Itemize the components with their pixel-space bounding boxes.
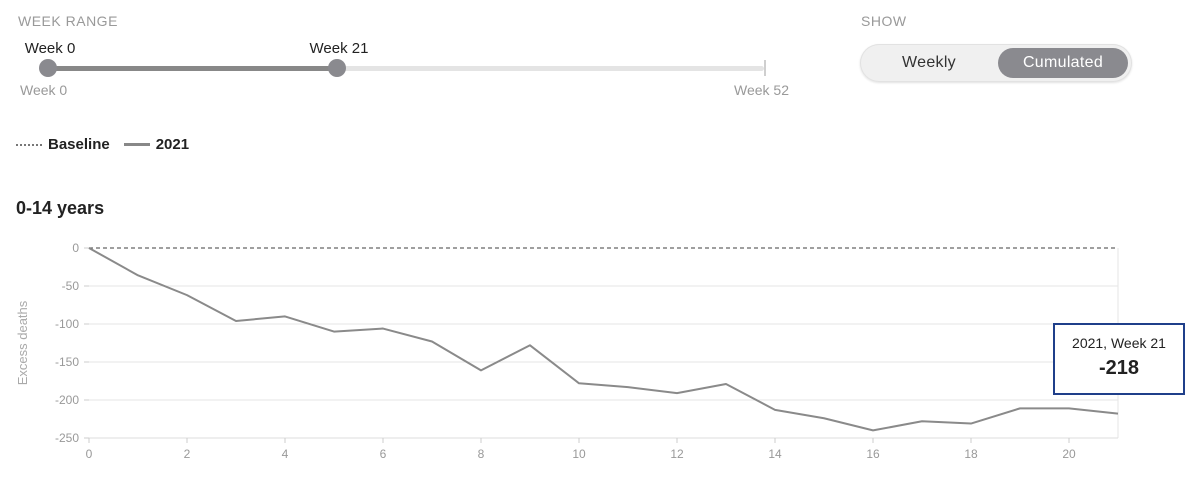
- y-tick-label: -150: [55, 355, 79, 369]
- excess-deaths-chart: 0 -50 -100 -150 -200 -250 0 2 4 6 8 10 12 14 16 18 20 Exc…: [15, 241, 1119, 461]
- x-tick-label: 20: [1062, 447, 1076, 461]
- weekly-toggle-button[interactable]: Weekly: [902, 54, 956, 71]
- y-tick-label: -50: [62, 279, 80, 293]
- legend-series-label: 2021: [155, 136, 190, 153]
- x-tick-label: 10: [572, 447, 586, 461]
- x-tick-label: 16: [866, 447, 880, 461]
- tooltip-label: 2021, Week 21: [1072, 335, 1166, 351]
- chart-title: 0-14 years: [16, 198, 105, 218]
- x-tick-label: 14: [768, 447, 782, 461]
- week-range-slider[interactable]: Week 0 Week 21 Week 0 Week 52: [18, 40, 789, 100]
- y-tick-label: 0: [72, 241, 79, 255]
- show-label: SHOW: [861, 13, 907, 29]
- slider-selected-range: [48, 66, 338, 71]
- series-line-2021: [88, 247, 1119, 432]
- slider-end-tick: [764, 60, 766, 76]
- legend-baseline-label: Baseline: [48, 136, 110, 153]
- tooltip-value: -218: [1098, 357, 1140, 379]
- x-tick-label: 0: [86, 447, 93, 461]
- series-swatch: [123, 143, 150, 146]
- baseline-swatch: [16, 143, 42, 146]
- x-tick-label: 4: [282, 447, 289, 461]
- legend-item-2021: 2021: [123, 136, 190, 153]
- x-tick-label: 18: [964, 447, 978, 461]
- slider-end-handle[interactable]: [328, 59, 347, 77]
- start-thumb-label: Week 0: [24, 40, 76, 57]
- slider-min-label: Week 0: [20, 82, 68, 98]
- slider-max-label: Week 52: [734, 82, 789, 98]
- end-thumb-label: Week 21: [309, 40, 369, 57]
- show-toggle[interactable]: Weekly Cumulated: [860, 44, 1132, 82]
- slider-start-handle[interactable]: [39, 59, 57, 77]
- chart-tooltip: 2021, Week 21 -218: [1053, 323, 1185, 395]
- y-axis-label: Excess deaths: [15, 300, 30, 385]
- slider-track[interactable]: [48, 66, 764, 71]
- week-range-label: WEEK RANGE: [18, 13, 118, 29]
- x-tick-label: 12: [670, 447, 684, 461]
- y-tick-label: -250: [55, 431, 79, 445]
- chart-legend: Baseline 2021: [16, 136, 203, 153]
- legend-item-baseline: Baseline: [16, 136, 110, 153]
- cumulated-toggle-button[interactable]: Cumulated: [998, 48, 1128, 78]
- x-tick-label: 6: [380, 447, 387, 461]
- y-tick-label: -100: [55, 317, 79, 331]
- x-tick-label: 8: [478, 447, 485, 461]
- x-tick-label: 2: [184, 447, 191, 461]
- y-tick-label: -200: [55, 393, 79, 407]
